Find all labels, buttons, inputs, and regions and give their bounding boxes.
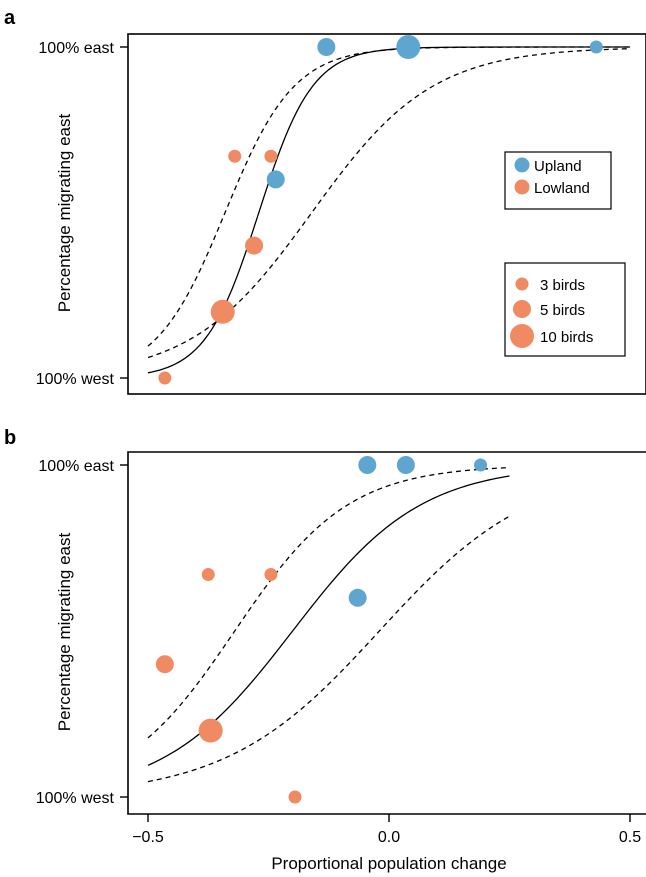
- panel-a-lowland-point-1: [228, 149, 242, 163]
- panel-b-upland-point-3: [474, 458, 488, 472]
- panel-a-upland-point-1: [317, 38, 336, 56]
- panel-a-letter: a: [4, 7, 16, 29]
- legend-lowland-marker: [514, 179, 530, 195]
- panel-b-lowland-point-3: [155, 655, 174, 674]
- panel-b-lowland-point-1: [201, 568, 215, 582]
- legend-5-birds-marker: [513, 300, 531, 318]
- panel-b-upland-point-1: [358, 456, 377, 474]
- legend-sizes: 3 birds 5 birds 10 birds: [504, 262, 626, 357]
- panel-a-lowland-point-5: [158, 371, 172, 385]
- legend-10-birds-label: 10 birds: [540, 329, 593, 346]
- panel-a-lowland-point-2: [264, 149, 278, 163]
- panel-a-lowland-point-4: [210, 299, 235, 324]
- panel-b-points: [155, 456, 488, 804]
- legend-10-birds-marker: [510, 324, 534, 348]
- panel-a-upland-point-4: [266, 170, 285, 189]
- legend-groups: Upland Lowland: [504, 151, 612, 210]
- panel-b-letter: b: [4, 427, 16, 449]
- panel-b-xtick-label-0-5: 0.5: [619, 829, 641, 846]
- panel-b-lowland-point-2: [264, 568, 278, 582]
- panel-b-x-axis-label: Proportional population change: [271, 854, 506, 873]
- legend-5-birds-label: 5 birds: [540, 302, 585, 319]
- panel-a-upland-point-3: [589, 40, 603, 54]
- panel-a-ytick-label-west: 100% west: [36, 371, 115, 388]
- legend-3-birds-marker: [515, 277, 529, 291]
- legend-3-birds-label: 3 birds: [540, 277, 585, 294]
- panel-a-points: [158, 35, 603, 385]
- legend-lowland-label: Lowland: [534, 180, 590, 197]
- panel-a-ci-upper-curve: [147, 46, 630, 347]
- panel-a-ytick-label-east: 100% east: [38, 40, 114, 57]
- panel-b-fit-curve: [147, 475, 510, 766]
- panel-b-ytick-label-east: 100% east: [38, 458, 114, 475]
- panel-a-upland-point-2: [396, 35, 421, 59]
- panel-b-xtick-label-minus-0-5: −0.5: [132, 829, 164, 846]
- panel-b-y-axis-label: Percentage migrating east: [55, 533, 74, 732]
- panel-b-lowland-point-5: [288, 790, 302, 804]
- panel-b-axes-frame: [127, 451, 646, 815]
- panel-a-y-axis-label: Percentage migrating east: [55, 114, 74, 313]
- panel-b-ci-lower-curve: [147, 515, 510, 783]
- panel-b-xtick-label-0-0: 0.0: [378, 829, 400, 846]
- panel-b-upland-point-2: [396, 456, 415, 474]
- panel-b-upland-point-4: [348, 588, 367, 607]
- panel-a-fit-curve: [147, 46, 630, 374]
- panel-b-ytick-label-west: 100% west: [36, 790, 115, 807]
- panel-b-ci-upper-curve: [147, 466, 510, 739]
- panel-a: a 100% east 100% west Percentage migrati…: [4, 7, 646, 395]
- legend-upland-label: Upland: [534, 158, 582, 175]
- legend-upland-marker: [514, 157, 530, 173]
- panel-b-lowland-point-4: [198, 718, 223, 743]
- panel-a-plot-frame: [127, 33, 646, 395]
- panel-b: b 100% east 100% west Percentage migrati…: [4, 427, 646, 873]
- panel-a-lowland-point-3: [245, 236, 264, 255]
